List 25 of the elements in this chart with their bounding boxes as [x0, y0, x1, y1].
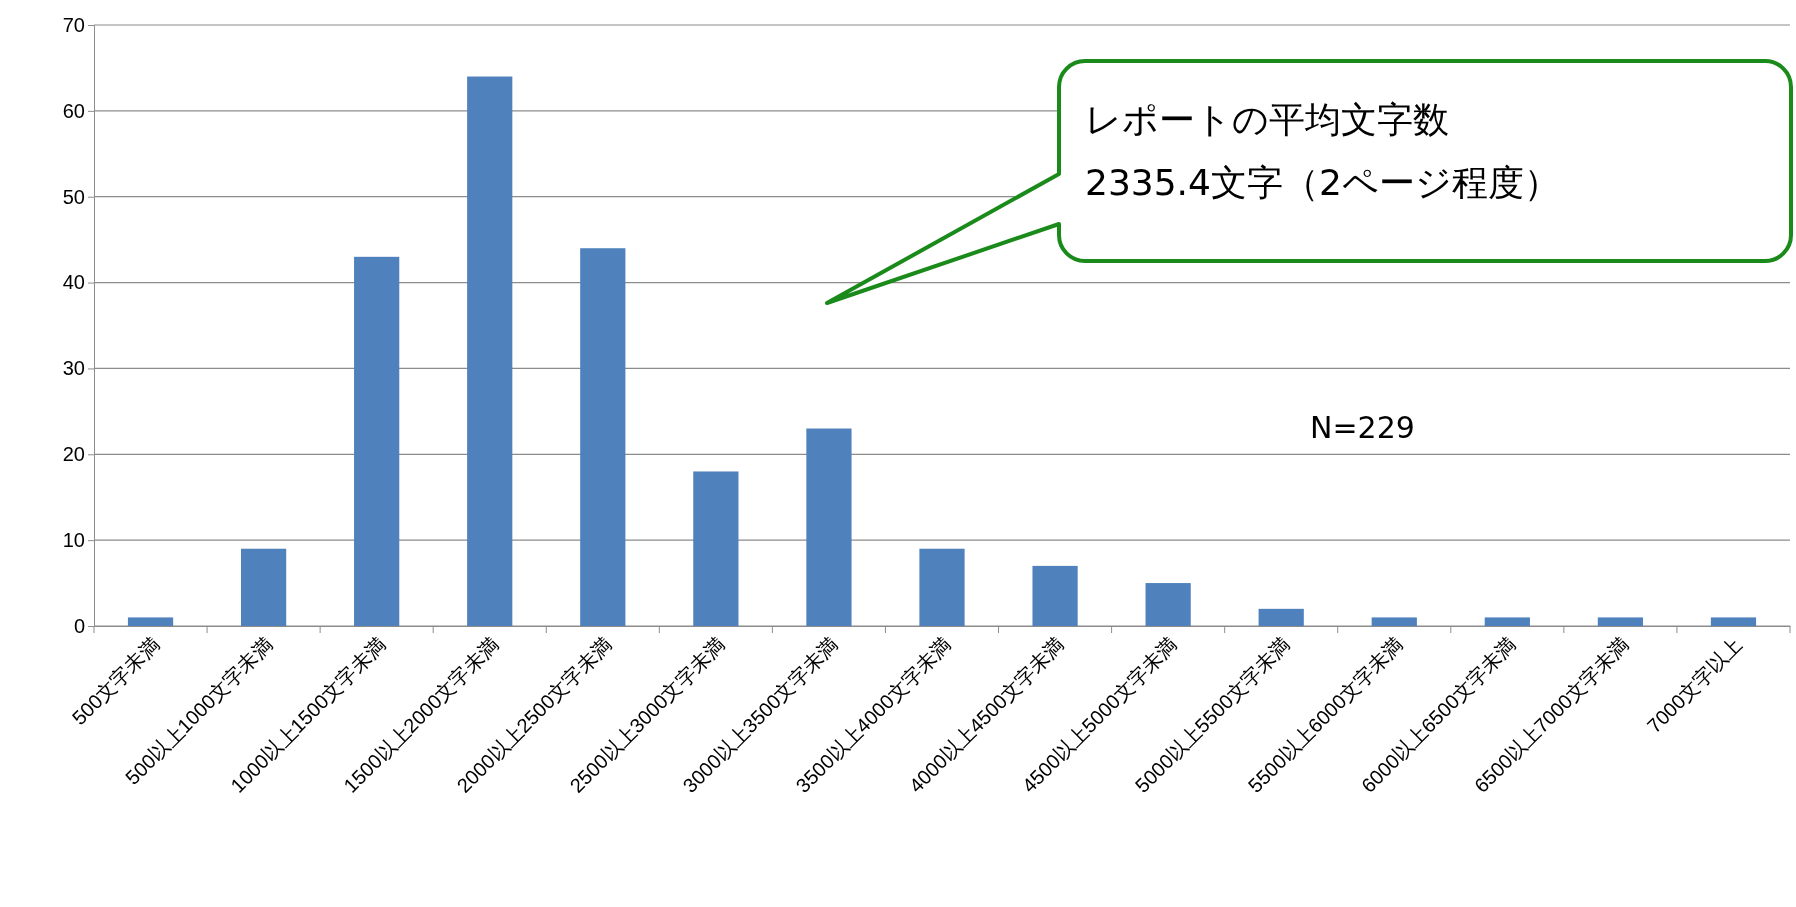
bar [919, 548, 965, 626]
bar [1145, 583, 1191, 626]
bar [1710, 617, 1757, 626]
bar [467, 76, 513, 626]
bar [1597, 617, 1644, 626]
y-tick-label: 70 [62, 13, 85, 36]
bar [1258, 608, 1304, 626]
y-tick-label: 40 [62, 271, 85, 294]
bar [1032, 565, 1078, 626]
bar [1371, 617, 1417, 626]
bar [354, 256, 400, 626]
y-tick-label: 30 [62, 357, 85, 380]
y-tick-label: 50 [62, 185, 85, 208]
y-tick-label: 20 [62, 443, 85, 466]
bar [806, 428, 852, 626]
bar [580, 248, 626, 626]
annotation: 2335.4文字（2ページ程度） [1085, 162, 1560, 203]
annotation: N=229 [1310, 410, 1415, 445]
y-tick-label: 60 [62, 99, 85, 122]
annotation: レポートの平均文字数 [1085, 99, 1449, 140]
bar [127, 617, 174, 626]
y-tick-label: 10 [62, 529, 85, 552]
bar [1484, 617, 1530, 626]
bar [693, 471, 739, 626]
bar [240, 548, 287, 626]
